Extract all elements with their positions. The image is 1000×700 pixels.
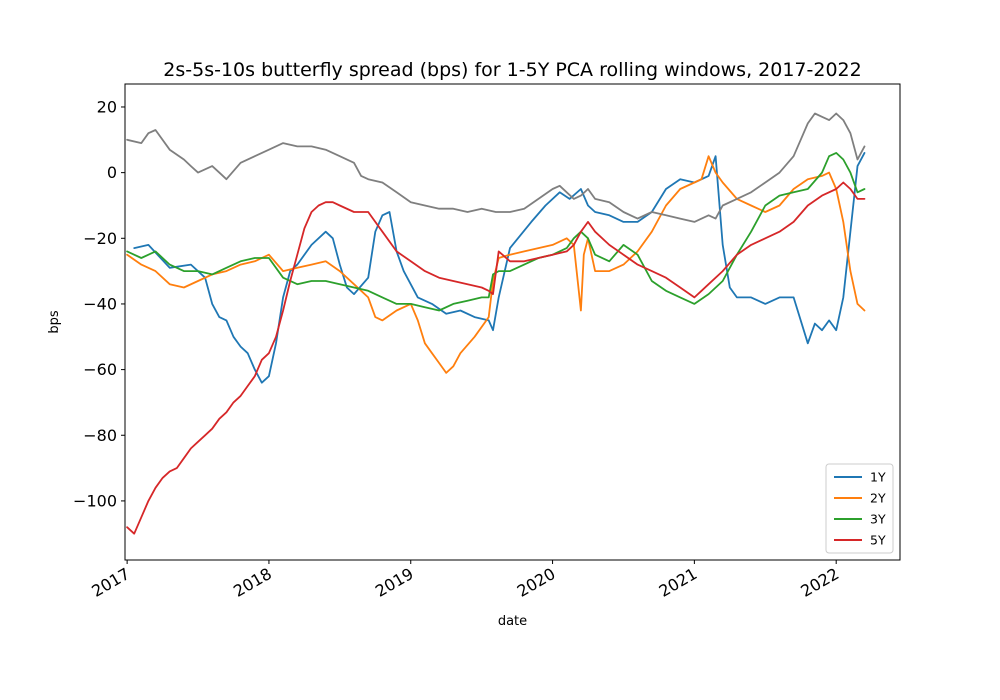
y-axis-label: bps <box>47 310 62 334</box>
series-line-3y <box>126 152 866 312</box>
series-line-1y <box>133 152 866 384</box>
series-line-unlabeled-4 <box>126 112 866 223</box>
y-tick-label: −60 <box>83 360 117 379</box>
y-axis: 20 0 −20 −40 −60 −80 −100 <box>73 97 125 510</box>
legend-label-1y: 1Y <box>870 470 886 485</box>
y-tick-label: −80 <box>83 426 117 445</box>
y-tick-label: −20 <box>83 229 117 248</box>
legend-label-3y: 3Y <box>870 512 886 527</box>
legend-label-5y: 5Y <box>870 533 886 548</box>
y-tick-label: 20 <box>97 97 117 116</box>
series-line-2y <box>126 155 866 374</box>
series-layer <box>126 112 866 535</box>
legend-label-2y: 2Y <box>870 491 886 506</box>
y-tick-label: −40 <box>83 294 117 313</box>
x-axis-label: date <box>498 614 527 629</box>
y-tick-label: −100 <box>73 491 117 510</box>
series-line-5y <box>126 181 866 535</box>
y-tick-label: 0 <box>107 163 117 182</box>
chart-title: 2s-5s-10s butterfly spread (bps) for 1-5… <box>163 59 861 81</box>
legend: 1Y 2Y 3Y 5Y <box>825 463 894 554</box>
legend-box <box>825 463 894 554</box>
plot-frame <box>124 83 901 561</box>
